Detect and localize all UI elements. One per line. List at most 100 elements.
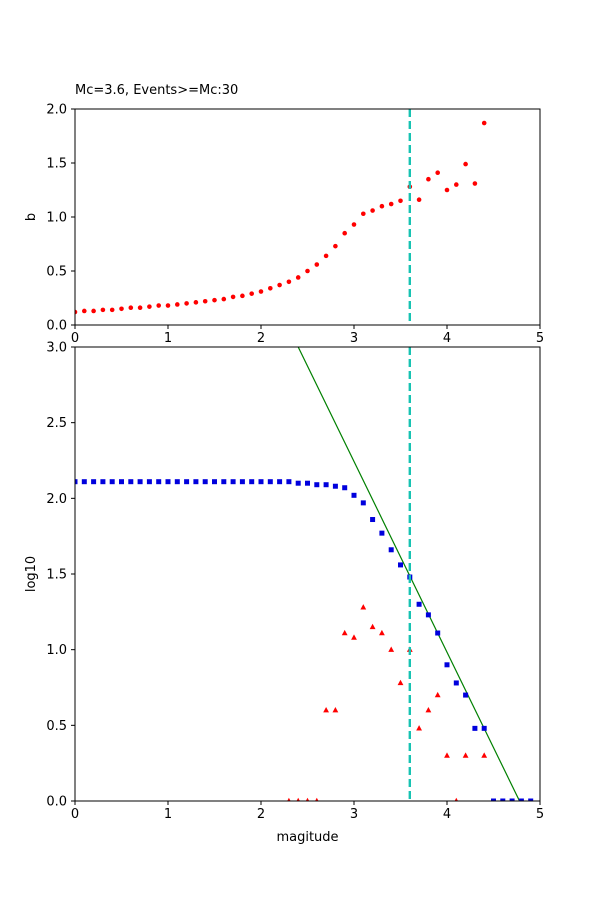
log10-square-point-48 [518,798,524,801]
x-axis-label-magnitude: magitude [276,830,338,845]
log10-triangle-point-11 [388,646,395,652]
b-plot-area [75,109,487,325]
log10-x-tick-label-3: 3 [350,807,358,822]
log10-triangle-point-16 [434,691,441,698]
log10-square-point-12 [184,479,190,485]
b-y-tick-label-1: 0.5 [46,265,67,280]
chart-title: Mc=3.6, Events>=Mc:30 [75,83,238,98]
b-y-tick-label-2: 1.0 [46,211,67,226]
log10-square-point-22 [277,479,283,485]
log10-square-point-45 [491,798,496,801]
log10-square-point-38 [425,612,431,618]
b-value-panel: Mc=3.6, Events>=Mc:30 b 0 1 2 3 4 5 0.0 0.5 1.0 1… [24,83,544,346]
b-point-0-12 [184,301,189,306]
b-point-0-9 [156,303,161,308]
b-value-marks [75,109,487,325]
b-value-axes: 0 1 2 3 4 5 0.0 0.5 1.0 1.5 2.0 [46,103,544,347]
b-point-0-1 [82,308,87,314]
log10-y-tick-label-5: 2.5 [46,416,67,431]
b-point-0-18 [240,293,245,299]
b-point-0-19 [249,291,254,296]
log10-triangle-point-2 [305,797,310,801]
log10-square-point-37 [416,601,422,607]
y-axis-label-b: b [24,213,39,221]
log10-square-point-30 [351,492,357,498]
log10-x-tick-label-2: 2 [257,807,265,822]
log10-square-point-44 [481,725,487,731]
b-point-0-33 [379,203,385,209]
b-point-0-31 [361,211,366,217]
b-point-0-21 [268,285,273,291]
log10-square-point-17 [230,479,236,485]
log10-plot-area [75,347,534,801]
log10-triangle-point-20 [481,752,488,758]
log10-square-point-47 [509,798,515,801]
b-point-0-28 [333,243,338,249]
log10-triangle-point-10 [379,629,385,636]
log10-y-tick-label-6: 3.0 [46,341,67,356]
b-point-0-14 [202,298,208,304]
b-point-0-20 [258,289,264,294]
log10-square-point-13 [193,479,199,485]
log10-triangle-point-0 [287,797,291,801]
b-point-0-42 [463,161,468,167]
log10-triangle-point-1 [296,797,300,801]
log10-square-point-6 [128,479,134,485]
b-point-0-38 [426,176,431,182]
log10-square-point-2 [91,479,97,485]
log10-y-tick-label-1: 0.5 [46,719,67,734]
log10-square-point-46 [500,798,506,801]
b-point-0-24 [295,275,301,280]
log10-square-point-21 [267,479,273,485]
log10-triangle-point-6 [341,629,348,636]
b-y-tick-label-3: 1.5 [46,157,67,172]
log10-square-point-29 [342,485,348,491]
b-point-0-10 [165,303,171,308]
b-point-0-8 [147,304,152,309]
log10-square-point-18 [239,479,245,485]
log10-square-point-1 [81,479,87,485]
b-x-tick-label-0: 0 [71,331,79,346]
b-point-0-22 [277,282,282,288]
b-point-0-30 [351,222,357,227]
log10-square-point-32 [370,517,376,523]
b-point-0-26 [314,262,320,267]
log10-square-point-0 [75,479,78,485]
b-point-0-0 [75,309,78,315]
b-point-0-2 [91,308,96,314]
b-point-0-4 [109,307,115,313]
log10-triangle-point-14 [416,725,422,731]
log10-square-point-7 [137,479,143,485]
log10-panel: log10 magitude 0 1 2 3 4 5 0.0 0.5 1.0 1.5 2.0 2.5 3… [24,341,544,846]
log10-square-point-34 [388,547,394,553]
b-point-0-23 [286,279,292,285]
log10-square-point-15 [212,479,217,485]
b-point-0-11 [175,302,180,307]
b-y-tick-label-0: 0.0 [46,319,67,334]
b-point-0-37 [416,197,422,203]
b-point-0-17 [230,294,236,300]
b-point-0-6 [128,305,134,311]
log10-triangle-point-9 [369,623,376,630]
log10-y-tick-label-2: 1.0 [46,643,67,658]
b-point-0-41 [454,182,459,187]
log10-square-point-40 [444,662,450,668]
b-point-0-44 [481,120,487,126]
log10-y-tick-label-0: 0.0 [46,795,67,810]
log10-x-tick-label-4: 4 [443,807,451,822]
log10-square-point-4 [109,479,115,485]
log10-square-point-3 [100,479,106,485]
log10-square-point-25 [305,480,310,486]
b-point-0-32 [370,208,375,213]
log10-square-point-16 [221,479,227,485]
log10-square-point-42 [463,692,469,698]
log10-square-point-8 [146,479,152,485]
b-point-0-34 [388,201,394,207]
log10-square-point-14 [202,479,208,485]
log10-square-point-41 [453,680,459,686]
b-point-0-15 [212,297,217,303]
b-point-0-7 [137,305,143,311]
b-point-0-35 [398,198,403,204]
log10-square-point-39 [435,630,441,636]
